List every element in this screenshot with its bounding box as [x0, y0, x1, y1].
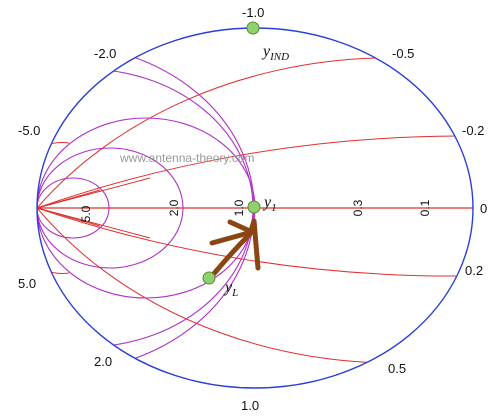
tick-label-bottom: 1.0 — [241, 398, 259, 413]
b-fan-3 — [37, 190, 100, 208]
label-y-l: yL — [223, 279, 238, 299]
tick-label-upper-left: -2.0 — [94, 46, 116, 61]
b-arc-pos-0-2 — [37, 208, 460, 276]
axis-label-g-0-3: 0.3 — [351, 199, 365, 216]
label-y-ind: yIND — [261, 43, 289, 63]
axis-label-g-0-1: 0.1 — [418, 199, 432, 216]
point-y-1 — [248, 201, 260, 213]
transformation-path — [212, 221, 258, 276]
axis-label-g-2: 2.0 — [167, 199, 181, 216]
tick-label-far-right-bottom: 0.2 — [465, 263, 483, 278]
tick-label-far-left-bottom: 5.0 — [18, 276, 36, 291]
tick-label-lower-left: 2.0 — [94, 354, 112, 369]
label-y-1: y1 — [262, 194, 277, 214]
tick-label-top: -1.0 — [242, 5, 264, 20]
label-y-1-sub: 1 — [271, 202, 277, 214]
b-arc-neg-5 — [18, 143, 69, 208]
point-y-l — [203, 272, 215, 284]
tick-label-far-left-top: -5.0 — [18, 123, 40, 138]
watermark: www.antenna-theory.com — [119, 151, 255, 165]
axis-label-g-5: 5.0 — [79, 205, 93, 222]
b-arc-pos-5 — [18, 208, 69, 273]
tick-label-right-end: 0 — [480, 201, 487, 216]
tick-label-upper-right: -0.5 — [392, 46, 414, 61]
point-y-ind — [247, 22, 259, 34]
tick-label-lower-right: 0.5 — [388, 361, 406, 376]
label-y-ind-sub: IND — [269, 51, 289, 63]
label-y-l-sub: L — [231, 287, 238, 299]
axis-label-g-1: 1.0 — [232, 199, 246, 216]
tick-label-far-right-top: -0.2 — [462, 123, 484, 138]
